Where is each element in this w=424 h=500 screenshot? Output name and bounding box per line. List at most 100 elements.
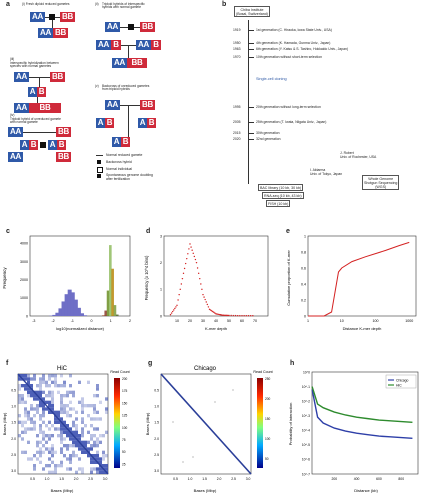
contact-cell xyxy=(36,434,39,438)
y-tick-label: 1.5 xyxy=(11,421,16,425)
contact-cell xyxy=(48,384,51,388)
colorbar-tick: 150 xyxy=(265,417,271,421)
contact-cell xyxy=(81,447,84,451)
contact-cell xyxy=(51,447,54,451)
x-tick-label: -2 xyxy=(51,319,54,323)
genome-bb: BB xyxy=(50,72,65,82)
contact-cell xyxy=(21,374,24,378)
contact-cell xyxy=(54,380,57,384)
data-point xyxy=(200,283,202,285)
contact-cell xyxy=(78,437,81,441)
contact-cell xyxy=(81,440,84,444)
y-axis-label: Frequency xyxy=(2,267,7,289)
contact-cell xyxy=(33,454,36,458)
side-note-2: I. Aktarma Univ. of Tokyo, Japan xyxy=(310,168,343,176)
contact-cell xyxy=(42,390,45,394)
contact-cell xyxy=(72,424,75,428)
timeline-year: 1950 xyxy=(233,41,241,45)
contact-cell xyxy=(42,397,45,401)
descent-line xyxy=(52,20,53,28)
contact-cell xyxy=(87,440,90,444)
y-tick-label: 2.5 xyxy=(154,453,159,457)
contact-cell xyxy=(63,427,66,431)
contact-cell xyxy=(24,384,27,388)
timeline-year: 2020 xyxy=(233,137,241,141)
contact-cell xyxy=(69,427,72,431)
genome-aa: AA xyxy=(96,40,111,50)
y-axis-label: Frequency (x 10^4 bins) xyxy=(144,255,149,300)
contact-cell xyxy=(84,450,87,454)
contact-cell xyxy=(87,447,90,451)
data-point xyxy=(226,314,228,317)
timeline-tick xyxy=(248,30,254,31)
contact-cell xyxy=(66,394,69,398)
contact-cell xyxy=(96,410,99,414)
contact-cell xyxy=(69,467,72,471)
contact-cell xyxy=(81,420,84,424)
contact-cell xyxy=(27,440,30,444)
contact-cell xyxy=(48,427,51,431)
data-point xyxy=(173,309,175,311)
y-tick-label: 10^-3 xyxy=(302,414,310,418)
genome-a: A xyxy=(28,87,37,97)
contact-cell xyxy=(48,464,51,468)
chicago-contact-map: Chicago Bases (Mbp) Bases (Mbp) 0.5 0.5 1.… xyxy=(145,366,273,493)
contact-cell xyxy=(102,454,105,458)
panel-f-label: f xyxy=(6,360,9,367)
contact-cell xyxy=(99,434,102,438)
timeline-tick xyxy=(248,43,254,44)
contact-cell xyxy=(96,454,99,458)
contact-cell xyxy=(99,467,102,471)
timeline-event: 32nd generation xyxy=(256,137,281,141)
colorbar-title: Read Count xyxy=(110,370,129,374)
contact-cell xyxy=(27,380,30,384)
contact-cell xyxy=(30,377,33,381)
contact-cell xyxy=(69,454,72,458)
contact-cell xyxy=(87,414,90,418)
data-point xyxy=(204,298,206,301)
contact-cell xyxy=(81,427,84,431)
x-tick-label: 10 xyxy=(340,319,344,323)
hist-bar-right xyxy=(109,245,112,316)
contact-cell xyxy=(30,407,33,411)
colorbar-tick: 25 xyxy=(122,462,126,466)
x-tick-label: -3 xyxy=(32,319,35,323)
genome-bb: BB xyxy=(127,58,147,68)
contact-cell xyxy=(39,447,42,451)
x-tick-label: 2.0 xyxy=(74,477,79,481)
contact-cell xyxy=(36,407,39,411)
contact-cell xyxy=(27,387,30,391)
sub-iii-text: Interspecific hybridization between spec… xyxy=(10,61,59,69)
data-point xyxy=(201,288,203,291)
contact-cell xyxy=(51,434,54,438)
timeline-event: 20th generation without long-term select… xyxy=(256,105,321,109)
y-tick-label: 10^0 xyxy=(303,370,310,374)
contact-cell xyxy=(21,397,24,401)
timeline-year: 1919 xyxy=(233,28,241,32)
contact-cell xyxy=(48,470,51,474)
contact-cell xyxy=(105,467,108,471)
method-fish: FISH (10 kb) xyxy=(266,200,291,208)
contact-cell xyxy=(72,437,75,441)
x-tick-label: 30 xyxy=(201,319,205,323)
contact-cell xyxy=(66,414,69,418)
contact-cell xyxy=(63,420,66,424)
colorbar-tick: 100 xyxy=(265,437,271,441)
timeline-event: 4th generation (K. Hamada, Gunma Univ., … xyxy=(256,41,331,45)
y-tick-label: 0.2 xyxy=(301,298,306,302)
contact-cell xyxy=(48,457,51,461)
data-point xyxy=(215,313,217,315)
contact-cell xyxy=(30,427,33,431)
contact-cell xyxy=(54,374,57,378)
contact-cell xyxy=(48,450,51,454)
x-tick-label: 100 xyxy=(373,319,379,323)
contact-cell xyxy=(42,450,45,454)
data-point xyxy=(217,313,219,316)
contact-cell xyxy=(90,434,93,438)
timeline-tick xyxy=(248,133,254,134)
contact-cell xyxy=(84,404,87,408)
timeline-year: 1970 xyxy=(233,55,241,59)
contact-cell xyxy=(27,410,30,414)
contact-cell xyxy=(72,444,75,448)
map-title: Chicago xyxy=(194,366,217,372)
